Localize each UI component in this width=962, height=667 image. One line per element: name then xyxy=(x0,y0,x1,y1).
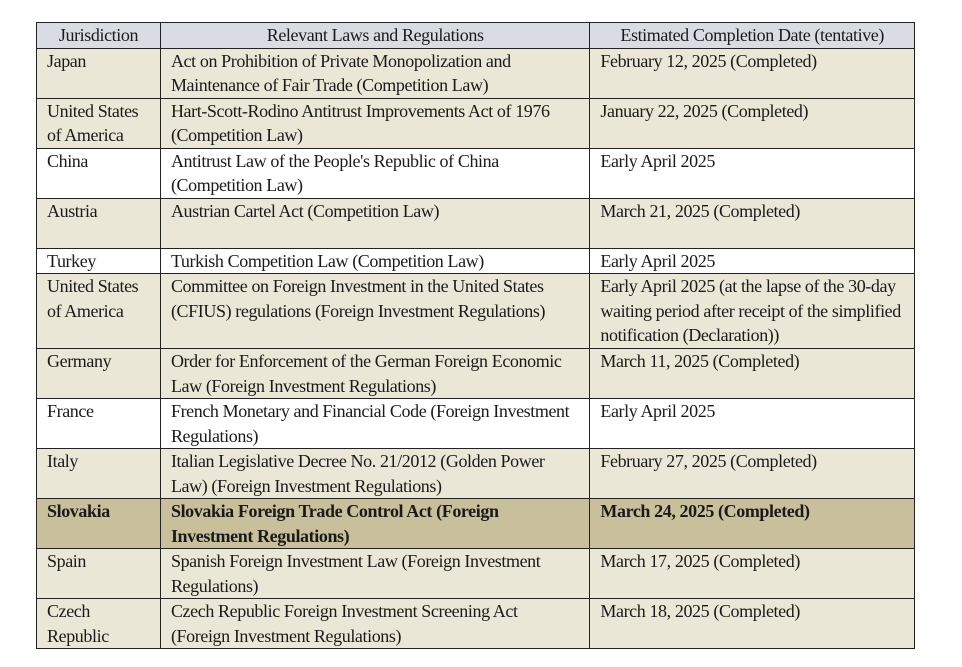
cell-date: March 17, 2025 (Completed) xyxy=(589,548,915,599)
cell-jurisdiction: Japan xyxy=(36,47,161,99)
table-row: Italy Italian Legislative Decree No. 21/2… xyxy=(36,448,915,499)
table-row: Germany Order for Enforcement of the Germ… xyxy=(36,348,915,399)
cell-law: Act on Prohibition of Private Monopoliza… xyxy=(159,47,591,99)
table-row: Slovakia Slovakia Foreign Trade Control A… xyxy=(36,498,915,549)
cell-law: Hart-Scott-Rodino Antitrust Improvements… xyxy=(159,97,591,149)
cell-jurisdiction: Slovakia xyxy=(36,498,161,549)
cell-jurisdiction: Spain xyxy=(36,548,161,599)
cell-date: Early April 2025 (at the lapse of the 30… xyxy=(589,273,915,349)
cell-date: March 18, 2025 (Completed) xyxy=(589,598,915,649)
cell-jurisdiction: United States of America xyxy=(36,273,161,349)
cell-jurisdiction: Czech Republic xyxy=(36,598,161,649)
cell-date: March 21, 2025 (Completed) xyxy=(589,197,915,249)
cell-date: February 12, 2025 (Completed) xyxy=(589,47,915,99)
header-laws: Relevant Laws and Regulations xyxy=(159,22,591,49)
cell-jurisdiction: China xyxy=(36,147,161,199)
cell-jurisdiction: Italy xyxy=(36,448,161,499)
cell-law: French Monetary and Financial Code (Fore… xyxy=(159,398,591,449)
cell-law: Spanish Foreign Investment Law (Foreign … xyxy=(159,548,591,599)
cell-law: Slovakia Foreign Trade Control Act (Fore… xyxy=(159,498,591,549)
cell-date: February 27, 2025 (Completed) xyxy=(589,448,915,499)
table-row: Czech Republic Czech Republic Foreign Inv… xyxy=(36,598,915,649)
table-row: United States of America Committee on For… xyxy=(36,273,915,349)
header-row: Jurisdiction Relevant Laws and Regulatio… xyxy=(36,22,915,49)
table-row: United States of America Hart-Scott-Rodin… xyxy=(36,97,915,149)
cell-date: Early April 2025 xyxy=(589,398,915,449)
cell-law: Italian Legislative Decree No. 21/2012 (… xyxy=(159,448,591,499)
cell-jurisdiction: United States of America xyxy=(36,97,161,149)
table-row: Spain Spanish Foreign Investment Law (For… xyxy=(36,548,915,599)
cell-date: Early April 2025 xyxy=(589,247,915,274)
cell-law: Austrian Cartel Act (Competition Law) xyxy=(159,197,591,249)
table-row: France French Monetary and Financial Code… xyxy=(36,398,915,449)
table-row: China Antitrust Law of the People's Repub… xyxy=(36,147,915,199)
header-date: Estimated Completion Date (tentative) xyxy=(589,22,915,49)
cell-law: Czech Republic Foreign Investment Screen… xyxy=(159,598,591,649)
cell-date: March 11, 2025 (Completed) xyxy=(589,348,915,399)
table-row: Japan Act on Prohibition of Private Monop… xyxy=(36,47,915,99)
cell-law: Committee on Foreign Investment in the U… xyxy=(159,273,591,349)
regulatory-approvals-table: Jurisdiction Relevant Laws and Regulatio… xyxy=(36,22,915,649)
cell-jurisdiction: France xyxy=(36,398,161,449)
cell-law: Turkish Competition Law (Competition Law… xyxy=(159,247,591,274)
header-jurisdiction: Jurisdiction xyxy=(36,22,161,49)
cell-date: Early April 2025 xyxy=(589,147,915,199)
cell-date: March 24, 2025 (Completed) xyxy=(589,498,915,549)
cell-jurisdiction: Austria xyxy=(36,197,161,249)
cell-law: Order for Enforcement of the German Fore… xyxy=(159,348,591,399)
cell-date: January 22, 2025 (Completed) xyxy=(589,97,915,149)
cell-jurisdiction: Turkey xyxy=(36,247,161,274)
cell-law: Antitrust Law of the People's Republic o… xyxy=(159,147,591,199)
table-row: Austria Austrian Cartel Act (Competition … xyxy=(36,197,915,249)
cell-jurisdiction: Germany xyxy=(36,348,161,399)
table-row: Turkey Turkish Competition Law (Competiti… xyxy=(36,247,915,274)
